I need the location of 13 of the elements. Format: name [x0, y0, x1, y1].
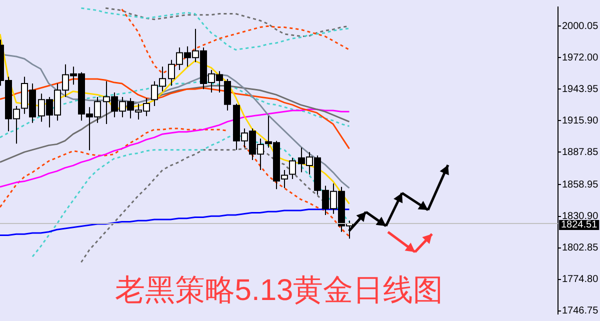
line-series — [80, 7, 350, 50]
y-tick-label: 1746.75 — [562, 306, 599, 317]
text: 老黑策略5.13黄金日线图 — [114, 273, 444, 309]
y-tick-label: 1915.90 — [562, 115, 599, 126]
y-tick-label: 1774.80 — [562, 274, 599, 286]
y-tick-label: 1943.95 — [562, 84, 599, 95]
y-tick-label: 2000.05 — [562, 20, 599, 32]
y-tick-label: 1802.85 — [562, 242, 599, 254]
y-tick-label: 1972.00 — [562, 52, 599, 64]
line-series — [32, 133, 350, 258]
y-tick-label: 1858.95 — [562, 179, 599, 190]
ref-line-label: 1824.51 — [561, 220, 598, 231]
y-tick-label: 1887.85 — [562, 146, 599, 158]
